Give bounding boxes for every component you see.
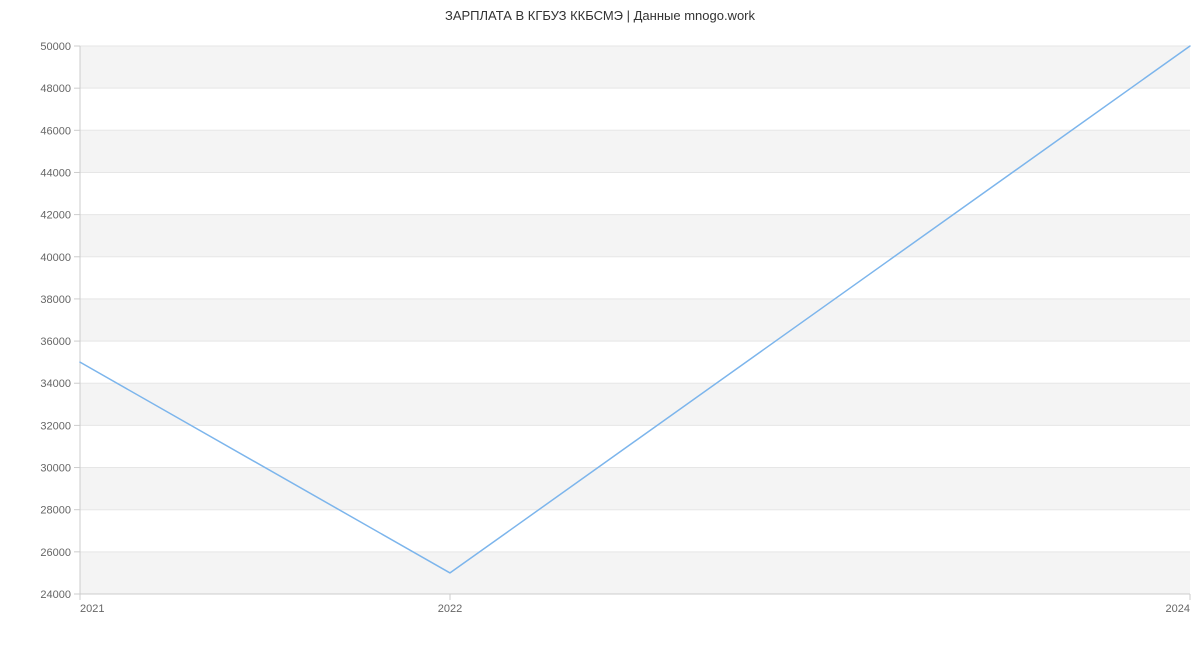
x-tick-label: 2024 xyxy=(1166,603,1190,615)
chart-title: ЗАРПЛАТА В КГБУЗ ККБСМЭ | Данные mnogo.w… xyxy=(0,8,1200,23)
y-tick-label: 42000 xyxy=(40,210,71,222)
y-tick-label: 44000 xyxy=(40,167,71,179)
y-tick-label: 34000 xyxy=(40,378,71,390)
y-tick-label: 24000 xyxy=(40,589,71,601)
chart-svg: 24000 26000 28000 30000 32000 34000 36000 38000… xyxy=(0,0,1200,650)
y-tick-label: 30000 xyxy=(40,463,71,475)
y-tick-label: 40000 xyxy=(40,252,71,264)
y-tick-label: 26000 xyxy=(40,547,71,559)
x-tick-label: 2022 xyxy=(438,603,462,615)
line-chart: ЗАРПЛАТА В КГБУЗ ККБСМЭ | Данные mnogo.w… xyxy=(0,0,1200,650)
x-tick-label: 2021 xyxy=(80,603,104,615)
y-tick-label: 28000 xyxy=(40,505,71,517)
y-tick-label: 38000 xyxy=(40,294,71,306)
y-tick-label: 48000 xyxy=(40,83,71,95)
y-tick-label: 32000 xyxy=(40,420,71,432)
y-tick-label: 46000 xyxy=(40,125,71,137)
y-tick-label: 50000 xyxy=(40,41,71,53)
y-tick-label: 36000 xyxy=(40,336,71,348)
